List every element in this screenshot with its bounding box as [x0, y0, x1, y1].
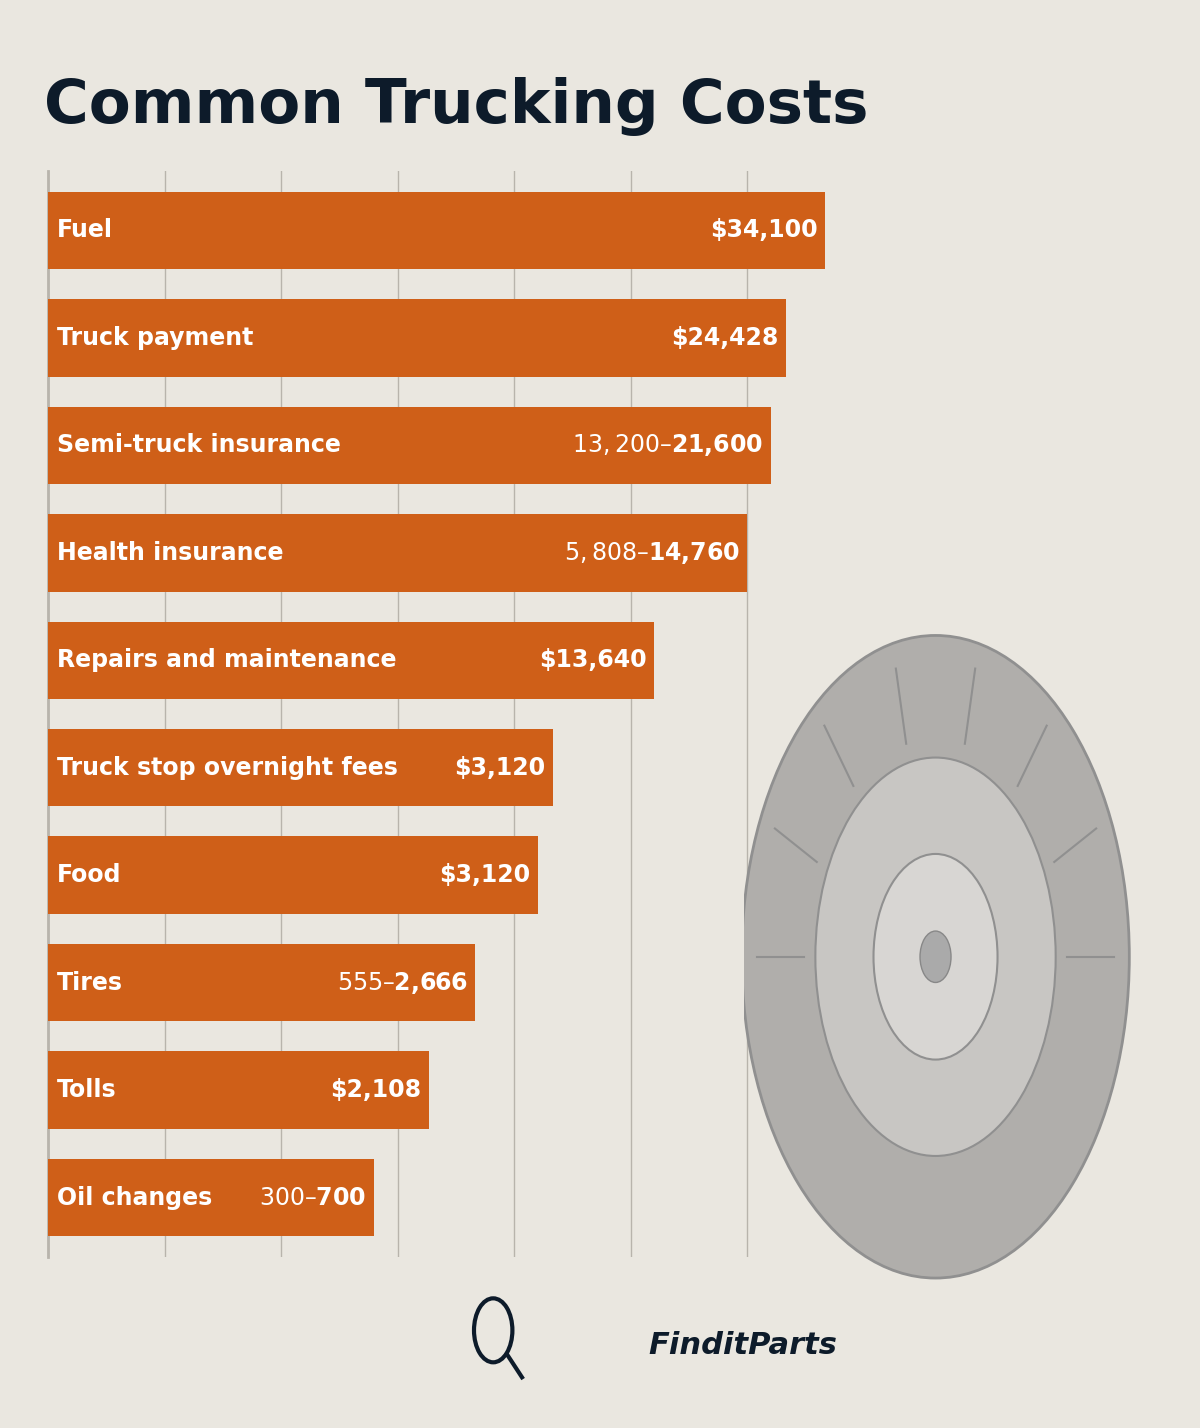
Text: Truck stop overnight fees: Truck stop overnight fees	[58, 755, 398, 780]
Bar	[48, 730, 553, 807]
Bar	[48, 514, 748, 591]
Bar	[48, 407, 770, 484]
Text: Repairs and maintenance: Repairs and maintenance	[58, 648, 397, 673]
Title: Common Trucking Costs: Common Trucking Costs	[43, 77, 869, 136]
Text: $13,200–$21,600: $13,200–$21,600	[571, 433, 763, 458]
Bar	[48, 300, 786, 377]
Text: $24,428: $24,428	[671, 326, 779, 350]
Ellipse shape	[742, 635, 1129, 1278]
Bar	[48, 1051, 428, 1128]
Text: FinditParts: FinditParts	[648, 1331, 836, 1359]
Text: $13,640: $13,640	[539, 648, 647, 673]
Bar	[48, 837, 538, 914]
Text: $555–$2,666: $555–$2,666	[337, 970, 468, 995]
Bar	[48, 191, 826, 268]
Text: Tolls: Tolls	[58, 1078, 116, 1102]
Text: $5,808–$14,760: $5,808–$14,760	[564, 540, 739, 565]
Bar	[48, 944, 475, 1021]
Text: Tires: Tires	[58, 971, 124, 995]
Text: $3,120: $3,120	[439, 863, 530, 887]
Text: Health insurance: Health insurance	[58, 541, 284, 565]
Text: $300–$700: $300–$700	[259, 1185, 367, 1210]
Text: Truck payment: Truck payment	[58, 326, 253, 350]
Text: Fuel: Fuel	[58, 218, 113, 243]
Ellipse shape	[815, 758, 1056, 1157]
Text: Semi-truck insurance: Semi-truck insurance	[58, 433, 341, 457]
Text: Oil changes: Oil changes	[58, 1185, 212, 1210]
Bar	[48, 1160, 374, 1237]
Ellipse shape	[874, 854, 997, 1060]
Bar	[48, 621, 654, 698]
Ellipse shape	[920, 931, 952, 982]
Text: $3,120: $3,120	[455, 755, 545, 780]
Text: $34,100: $34,100	[709, 218, 817, 243]
Text: $2,108: $2,108	[330, 1078, 421, 1102]
Text: Food: Food	[58, 863, 122, 887]
